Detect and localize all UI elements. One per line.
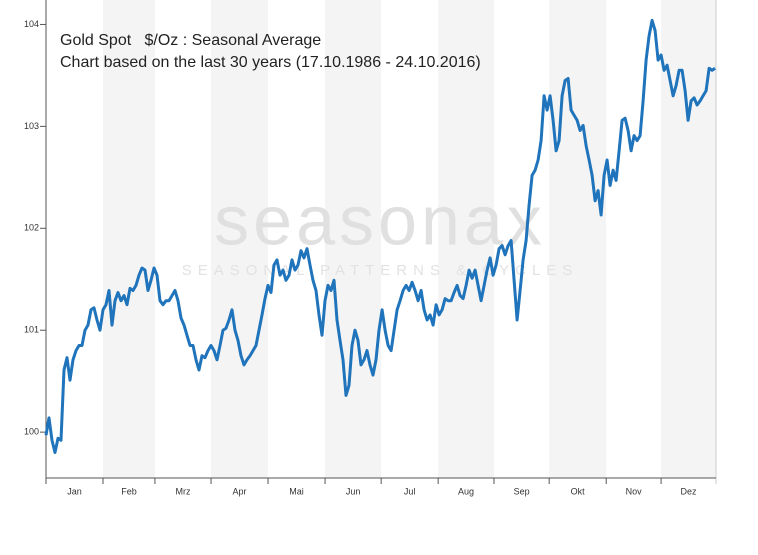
watermark-subtitle: SEASONAL PATTERNS & CYCLES — [182, 262, 579, 279]
x-tick-label: Aug — [458, 486, 474, 496]
month-band — [325, 0, 382, 478]
x-tick-label: Sep — [514, 486, 530, 496]
chart-subtitle: Chart based on the last 30 years (17.10.… — [60, 54, 481, 71]
chart-title: Gold Spot $/Oz : Seasonal Average — [60, 32, 321, 49]
watermark: seasonax — [214, 181, 546, 259]
x-tick-label: Mrz — [175, 486, 190, 496]
y-tick-label: 102 — [24, 223, 39, 233]
y-tick-label: 100 — [24, 427, 39, 437]
x-tick-label: Apr — [233, 486, 247, 496]
x-tick-label: Feb — [121, 486, 137, 496]
month-band — [438, 0, 494, 478]
month-band — [211, 0, 269, 478]
x-tick-label: Mai — [289, 486, 304, 496]
y-tick-label: 101 — [24, 325, 39, 335]
x-tick-label: Nov — [626, 486, 643, 496]
y-tick-label: 104 — [24, 19, 39, 29]
month-band — [103, 0, 155, 478]
month-band — [549, 0, 607, 478]
x-tick-label: Jun — [346, 486, 361, 496]
x-tick-label: Dez — [681, 486, 698, 496]
x-tick-label: Okt — [571, 486, 586, 496]
series-line — [44, 18, 716, 454]
x-tick-label: Jan — [67, 486, 82, 496]
y-tick-label: 103 — [24, 121, 39, 131]
x-tick-label: Jul — [404, 486, 416, 496]
